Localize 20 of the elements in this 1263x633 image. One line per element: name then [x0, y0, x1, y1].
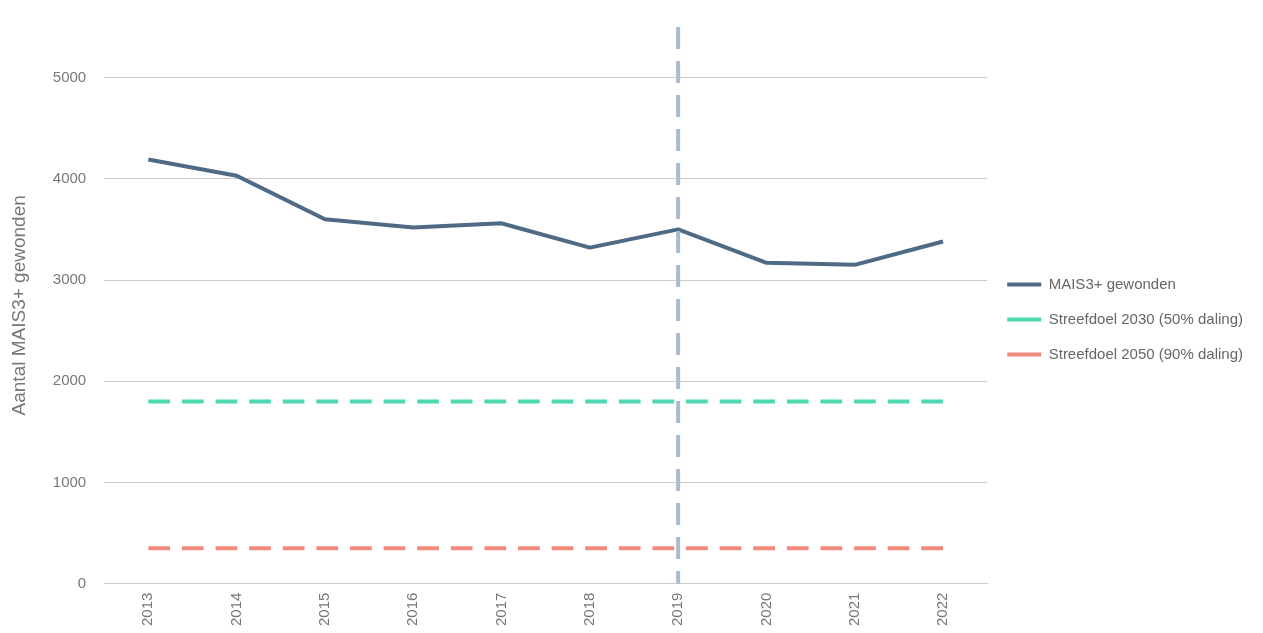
y-tick-label: 2000: [52, 371, 87, 389]
legend-label: Streefdoel 2030 (50% daling): [1048, 309, 1243, 327]
x-tick-label: 2021: [844, 592, 862, 627]
y-axis-title: Aantal MAIS3+ gewonden: [7, 195, 29, 416]
x-tick-label: 2014: [226, 592, 244, 627]
x-tick-label: 2016: [403, 592, 421, 627]
y-tick-label: 5000: [52, 67, 87, 85]
legend-label: Streefdoel 2050 (90% daling): [1048, 344, 1243, 362]
x-tick-label: 2013: [138, 592, 156, 627]
y-tick-label: 0: [77, 573, 87, 591]
x-tick-label: 2022: [933, 592, 951, 627]
y-tick-label: 4000: [52, 168, 87, 186]
y-tick-label: 1000: [52, 472, 87, 490]
x-tick-label: 2017: [491, 592, 509, 627]
x-tick-label: 2019: [668, 592, 686, 627]
legend-label: MAIS3+ gewonden: [1048, 274, 1176, 292]
y-tick-label: 3000: [52, 270, 87, 288]
x-tick-label: 2020: [756, 592, 774, 627]
x-tick-label: 2015: [315, 592, 333, 627]
x-tick-label: 2018: [579, 592, 597, 627]
